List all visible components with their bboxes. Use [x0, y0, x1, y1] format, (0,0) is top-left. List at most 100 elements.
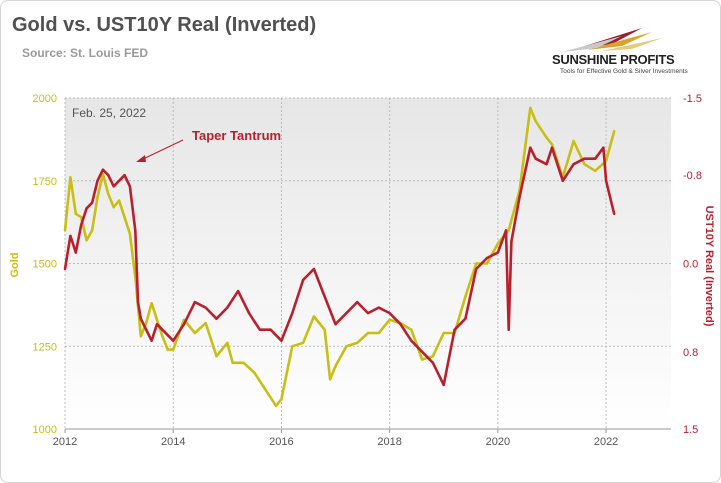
- real-yield-series-point: [345, 311, 348, 315]
- real-yield-series-point: [80, 223, 83, 227]
- gold-series-point: [529, 106, 532, 110]
- chart-title: Gold vs. UST10Y Real (Inverted): [12, 14, 317, 36]
- real-yield-series-point: [534, 157, 537, 160]
- real-yield-series-point: [112, 185, 115, 188]
- real-yield-series-point: [69, 234, 72, 238]
- gold-series-point: [594, 169, 597, 172]
- x-axis-ticks: 2012 2014 2016 2018 2020 2022: [53, 429, 618, 448]
- y-right-axis-ticks: -1.5 -0.8 0.0 0.8 1.5: [683, 93, 702, 436]
- real-yield-series-point: [161, 328, 164, 331]
- real-yield-series-point: [475, 267, 478, 271]
- x-tick-label: 2022: [594, 436, 618, 448]
- gold-series-point: [172, 348, 175, 351]
- gold-series-point: [356, 341, 359, 345]
- real-yield-series-point: [182, 323, 186, 326]
- y-left-tick-label: 1750: [33, 176, 57, 188]
- y-left-axis-label: Gold: [9, 252, 21, 277]
- y-right-tick-label: 0.8: [683, 347, 698, 359]
- gold-series-point: [90, 229, 94, 232]
- real-yield-series-point: [134, 229, 137, 232]
- real-yield-series-point: [269, 328, 272, 331]
- gold-series-point: [215, 355, 218, 358]
- gold-series-point: [226, 341, 229, 345]
- series-layer: [63, 106, 616, 408]
- real-yield-series-point: [291, 311, 294, 315]
- gold-series-point: [85, 239, 88, 242]
- gold-series-point: [442, 331, 445, 335]
- gold-series-point: [242, 361, 245, 364]
- real-yield-series-point: [420, 350, 424, 353]
- y-left-tick-label: 1000: [33, 424, 57, 436]
- real-yield-series-point: [193, 300, 197, 304]
- real-yield-series-point: [550, 146, 554, 149]
- real-yield-series-point: [139, 317, 142, 320]
- gold-series-point: [274, 404, 278, 407]
- gold-series-point: [301, 341, 305, 345]
- real-yield-series-point: [366, 311, 370, 315]
- gold-series-point: [69, 176, 72, 179]
- x-tick-label: 2018: [377, 436, 401, 448]
- gold-series-point: [388, 318, 391, 321]
- real-yield-series-point: [63, 267, 67, 271]
- real-yield-series-point: [377, 306, 380, 309]
- y-left-tick-label: 1250: [33, 341, 57, 353]
- real-yield-series-line: [63, 146, 616, 387]
- gold-series-point: [613, 129, 616, 133]
- gold-series-point: [193, 331, 197, 335]
- gold-series-point: [280, 398, 283, 401]
- sunshine-profits-logo: SUNSHINE PROFITS Tools for Effective Gol…: [552, 22, 712, 82]
- y-right-tick-label: -0.8: [683, 170, 702, 182]
- real-yield-series-point: [90, 201, 94, 204]
- real-yield-series-point: [258, 328, 261, 331]
- gold-series-point: [323, 328, 326, 331]
- gold-series-point: [291, 345, 294, 348]
- real-yield-series-point: [107, 174, 110, 177]
- gold-series-point: [410, 328, 413, 331]
- real-yield-series-point: [399, 323, 402, 326]
- real-yield-series-point: [594, 157, 597, 160]
- real-yield-series-point: [518, 196, 521, 199]
- x-tick-label: 2012: [53, 436, 77, 448]
- real-yield-series-point: [312, 267, 316, 271]
- y-right-tick-label: -1.5: [683, 93, 702, 105]
- annotation-arrowhead-icon: [136, 155, 146, 162]
- gold-series-point: [166, 348, 169, 351]
- gold-series-point: [155, 318, 159, 321]
- gold-series-point: [123, 216, 126, 219]
- y-right-axis-label: UST10Y Real (Inverted): [703, 206, 715, 327]
- date-label: Feb. 25, 2022: [72, 106, 146, 120]
- gold-series-point: [431, 355, 435, 358]
- y-right-tick-label: 0.0: [683, 259, 698, 271]
- logo-tagline: Tools for Effective Gold & Silver Invest…: [560, 68, 688, 75]
- gold-series-point: [145, 321, 148, 325]
- real-yield-series-point: [101, 168, 105, 171]
- gold-series-point: [377, 331, 380, 335]
- real-yield-series-point: [431, 361, 435, 364]
- real-yield-series-point: [280, 339, 283, 342]
- real-yield-series-point: [613, 212, 616, 216]
- real-yield-series-point: [96, 179, 99, 182]
- gold-series-point: [334, 364, 337, 368]
- gold-series-point: [253, 371, 256, 374]
- plot-area: [65, 98, 671, 429]
- gold-series-point: [96, 196, 99, 199]
- real-yield-series-point: [301, 278, 305, 282]
- real-yield-series-point: [507, 328, 510, 331]
- gold-series-point: [572, 139, 575, 143]
- gold-series-point: [112, 206, 115, 209]
- gold-series-point: [204, 321, 207, 325]
- gold-series-point: [139, 335, 142, 338]
- real-yield-series-point: [334, 323, 337, 326]
- gold-series-point: [264, 388, 267, 391]
- gold-series-point: [507, 229, 510, 232]
- x-tick-label: 2016: [269, 436, 293, 448]
- real-yield-series-point: [226, 306, 229, 309]
- real-yield-series-point: [496, 251, 500, 254]
- real-yield-series-point: [453, 328, 456, 331]
- y-left-tick-label: 1500: [33, 259, 57, 271]
- real-yield-series-point: [150, 339, 153, 342]
- real-yield-series-point: [74, 251, 78, 254]
- gold-series-point: [345, 345, 348, 348]
- gold-series-point: [231, 361, 234, 364]
